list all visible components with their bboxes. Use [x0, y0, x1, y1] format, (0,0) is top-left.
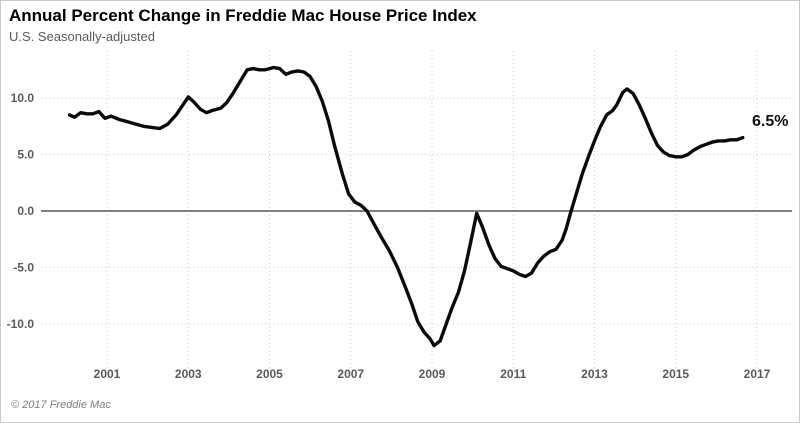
- copyright-note: © 2017 Freddie Mac: [11, 399, 111, 411]
- x-axis-tick-label: 2001: [94, 367, 121, 381]
- x-axis-tick-label: 2013: [581, 367, 608, 381]
- chart-header: Annual Percent Change in Freddie Mac Hou…: [9, 6, 477, 44]
- x-axis-tick-label: 2017: [744, 367, 771, 381]
- chart-subtitle: U.S. Seasonally-adjusted: [9, 29, 155, 44]
- x-axis-tick-label: 2015: [662, 367, 689, 381]
- x-axis-tick-label: 2011: [500, 367, 526, 381]
- chart-title: Annual Percent Change in Freddie Mac Hou…: [9, 6, 477, 25]
- y-axis-tick-label: 10.0: [11, 91, 35, 105]
- x-axis-tick-label: 2003: [175, 367, 202, 381]
- y-axis-tick-label: -5.0: [13, 261, 34, 275]
- y-axis-tick-label: 0.0: [17, 204, 34, 218]
- x-axis-tick-label: 2007: [337, 367, 364, 381]
- series-end-value-label: 6.5%: [752, 113, 789, 130]
- y-axis-tick-label: -10.0: [7, 317, 35, 331]
- y-axis-tick-label: 5.0: [17, 148, 34, 162]
- x-axis-tick-label: 2005: [256, 367, 283, 381]
- x-axis-tick-label: 2009: [419, 367, 446, 381]
- hpi-line-series: [67, 65, 745, 348]
